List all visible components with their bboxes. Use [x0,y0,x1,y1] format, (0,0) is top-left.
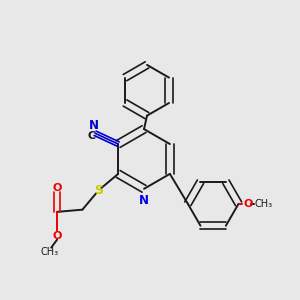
Text: S: S [94,184,103,197]
Text: O: O [52,183,62,193]
Text: CH₃: CH₃ [254,199,272,209]
Text: C: C [88,131,96,141]
Text: CH₃: CH₃ [40,247,59,256]
Text: O: O [243,199,252,209]
Text: O: O [52,231,62,241]
Text: N: N [139,194,149,207]
Text: N: N [89,119,99,132]
